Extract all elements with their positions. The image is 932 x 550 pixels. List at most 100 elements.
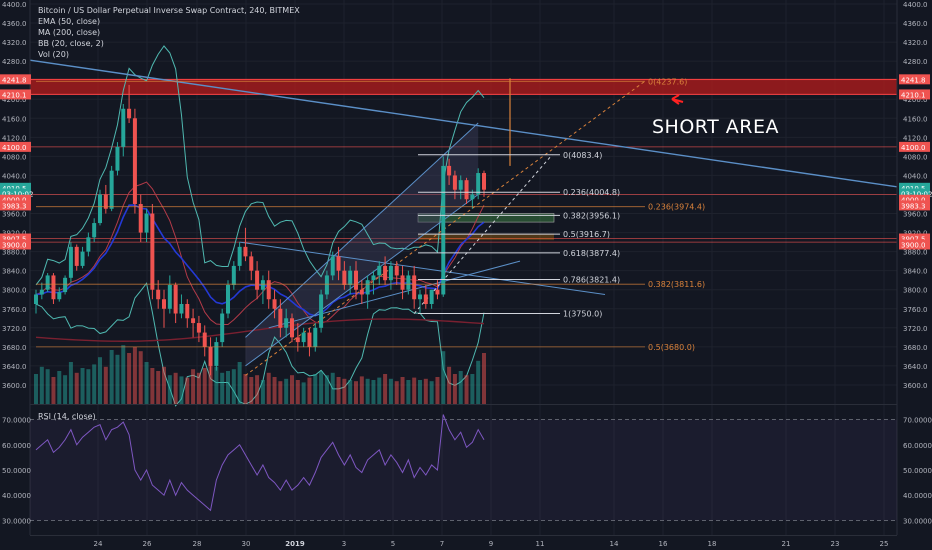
candle-body bbox=[167, 284, 172, 309]
price-tick-label: 3680.0 bbox=[2, 344, 27, 352]
volume-bar bbox=[377, 377, 382, 404]
fib-white-label: 0.618(3877.4) bbox=[563, 249, 620, 258]
volume-bar bbox=[202, 368, 207, 404]
rsi-title[interactable]: RSI (14, close) bbox=[38, 412, 96, 421]
candle-body bbox=[272, 299, 277, 309]
volume-bar bbox=[150, 368, 155, 404]
fib-zone-orange bbox=[418, 233, 554, 241]
rsi-panel: 30.0000 30.0000 40.0000 40.0000 50.0000 50.00… bbox=[2, 414, 932, 525]
volume-bar bbox=[470, 374, 475, 404]
price-tick-label: 3800.0 bbox=[2, 287, 27, 295]
time-tick-label: 7 bbox=[440, 540, 444, 548]
volume-bar bbox=[359, 376, 364, 404]
volume-bar bbox=[319, 371, 324, 404]
volume-bar bbox=[57, 371, 62, 404]
volume-bar bbox=[68, 362, 73, 404]
volume-bar bbox=[278, 381, 283, 404]
volume-bar bbox=[103, 366, 108, 404]
price-tick-label: 4400.0 bbox=[903, 1, 928, 9]
price-tick-label: 3760.0 bbox=[903, 306, 928, 314]
volume-bar bbox=[295, 380, 300, 404]
price-badge-label: 4241.8 bbox=[901, 76, 926, 84]
price-badge bbox=[0, 188, 31, 199]
descending-support bbox=[239, 241, 606, 295]
price-tick-label: 3640.0 bbox=[903, 363, 928, 371]
time-tick-label: 25 bbox=[880, 540, 889, 548]
rsi-tick-label: 40.0000 bbox=[2, 492, 31, 500]
volume-bar bbox=[452, 374, 457, 404]
volume-bar bbox=[388, 378, 393, 404]
price-tick-label: 4080.0 bbox=[2, 153, 27, 161]
candle-body bbox=[400, 275, 405, 290]
candle-body bbox=[191, 318, 196, 324]
indicator-ma[interactable]: MA (200, close) bbox=[38, 28, 101, 37]
price-tick-label: 3640.0 bbox=[2, 363, 27, 371]
fib-orange-label: 0(4237.6) bbox=[648, 77, 687, 86]
candle-body bbox=[202, 332, 207, 347]
price-badge bbox=[899, 141, 930, 152]
price-badge-label: 3900.0 bbox=[901, 241, 926, 249]
volume-bar bbox=[313, 374, 318, 404]
candle-body bbox=[92, 223, 97, 238]
volume-bar bbox=[98, 357, 102, 404]
candle-body bbox=[307, 332, 312, 347]
price-badge-label: 4210.1 bbox=[901, 91, 926, 99]
bb-lower bbox=[35, 282, 485, 407]
candle-body bbox=[51, 275, 56, 300]
candle-body bbox=[237, 246, 242, 266]
price-tick-label: 4360.0 bbox=[903, 20, 928, 28]
price-tick-label: 3840.0 bbox=[903, 268, 928, 276]
candle-body bbox=[394, 265, 399, 276]
time-tick-label: 18 bbox=[708, 540, 717, 548]
volume-bar bbox=[412, 377, 417, 404]
chart-title: Bitcoin / US Dollar Perpetual Inverse Sw… bbox=[38, 6, 300, 15]
price-tick-label: 4080.0 bbox=[903, 153, 928, 161]
price-tick-label: 4320.0 bbox=[2, 39, 27, 47]
candles-layer[interactable] bbox=[34, 84, 486, 376]
time-tick-label: 21 bbox=[782, 540, 791, 548]
price-tick-label: 4400.0 bbox=[2, 1, 27, 9]
price-badge-label: 03:10:02 bbox=[2, 191, 33, 199]
candle-body bbox=[109, 170, 114, 209]
volume-bar bbox=[80, 368, 85, 404]
fib-white-label: 1(3750.0) bbox=[563, 310, 602, 319]
price-badge bbox=[0, 141, 31, 152]
fib-white-label: 0.786(3821.4) bbox=[563, 276, 620, 285]
candle-body bbox=[86, 237, 91, 252]
price-badge-label: 4241.8 bbox=[2, 76, 27, 84]
candle-body bbox=[138, 204, 143, 233]
volume-bar bbox=[394, 381, 399, 404]
candle-body bbox=[336, 256, 341, 271]
volume-bar bbox=[383, 374, 388, 404]
candle-body bbox=[132, 118, 137, 204]
indicator-bb[interactable]: BB (20, close, 2) bbox=[38, 39, 104, 48]
rsi-tick-label: 30.0000 bbox=[903, 517, 932, 525]
fib-orange-label: 0.236(3974.4) bbox=[648, 203, 705, 212]
price-tick-label: 3720.0 bbox=[903, 325, 928, 333]
candle-body bbox=[301, 332, 306, 343]
candle-body bbox=[115, 146, 120, 171]
volume-bar bbox=[115, 354, 120, 404]
price-tick-label: 4200.0 bbox=[2, 96, 27, 104]
volume-bar bbox=[365, 378, 370, 404]
time-tick-label: 11 bbox=[536, 540, 545, 548]
candle-body bbox=[214, 342, 219, 366]
volume-bar bbox=[458, 371, 463, 404]
candle-body bbox=[418, 294, 422, 300]
rsi-tick-label: 40.0000 bbox=[903, 492, 932, 500]
volume-bar bbox=[348, 380, 353, 404]
indicator-ema[interactable]: EMA (50, close) bbox=[38, 17, 101, 26]
candle-body bbox=[68, 246, 73, 278]
candle-body bbox=[231, 265, 236, 285]
candle-body bbox=[208, 346, 213, 366]
price-tick-label: 4280.0 bbox=[903, 58, 928, 66]
candle-body bbox=[359, 289, 364, 295]
indicator-vol[interactable]: Vol (20) bbox=[38, 50, 69, 59]
price-tick-label: 4040.0 bbox=[2, 172, 27, 180]
price-badge bbox=[899, 200, 930, 211]
price-badge bbox=[0, 233, 31, 244]
volume-bar bbox=[138, 351, 143, 404]
rsi-band bbox=[30, 419, 897, 521]
rsi-line bbox=[35, 414, 485, 512]
rsi-tick-label: 60.0000 bbox=[2, 442, 31, 450]
